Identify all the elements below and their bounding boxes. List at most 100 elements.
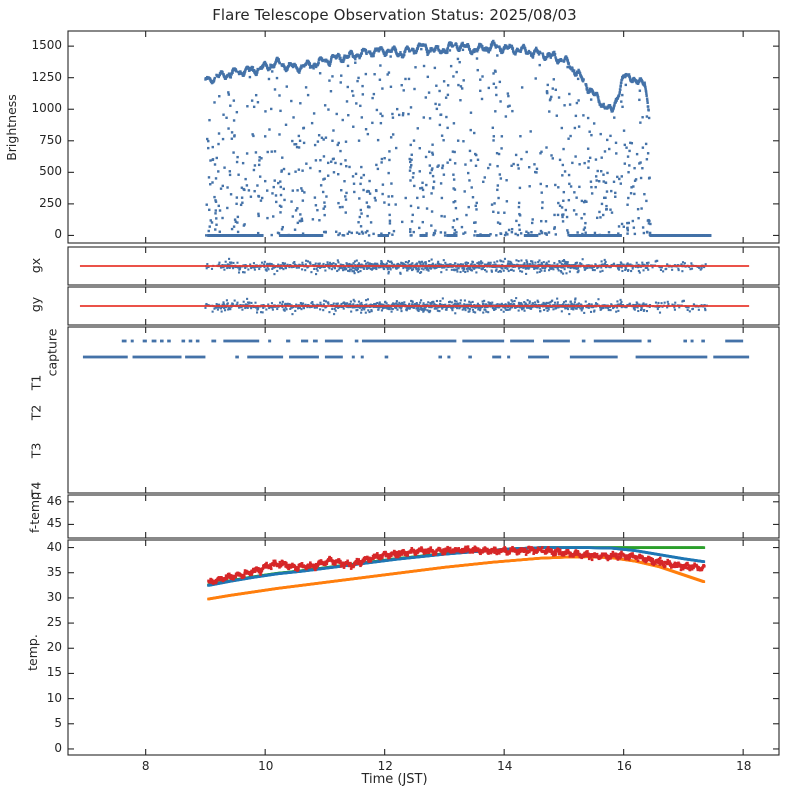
data-point — [300, 308, 303, 311]
data-point — [545, 185, 548, 188]
data-point — [344, 195, 347, 198]
data-point — [413, 87, 416, 91]
data-point — [305, 162, 308, 165]
data-point — [335, 230, 338, 233]
data-point — [407, 112, 410, 116]
data-point — [409, 267, 412, 270]
data-point — [594, 175, 598, 178]
data-point — [387, 203, 391, 206]
data-point — [512, 265, 515, 268]
data-point — [451, 44, 455, 47]
data-point — [529, 130, 532, 133]
data-point — [310, 271, 313, 274]
data-point — [415, 49, 418, 53]
data-point — [412, 139, 416, 142]
data-point — [220, 305, 223, 309]
data-point — [424, 234, 428, 237]
data-point — [233, 218, 237, 221]
data-point — [389, 55, 392, 58]
data-point — [421, 181, 424, 184]
data-point — [245, 306, 248, 309]
data-point — [397, 266, 400, 269]
data-point — [470, 269, 474, 272]
data-point — [326, 61, 330, 64]
data-point — [223, 166, 226, 169]
data-point — [487, 262, 490, 265]
data-point — [518, 214, 522, 217]
data-point — [371, 267, 374, 270]
data-point — [367, 234, 371, 237]
data-point — [333, 267, 337, 270]
data-point — [429, 171, 432, 175]
data-point — [317, 134, 321, 137]
data-point — [603, 150, 607, 153]
data-point — [243, 271, 246, 274]
data-point — [443, 234, 447, 237]
data-point — [227, 93, 231, 96]
data-point — [636, 207, 640, 211]
data-point — [463, 231, 467, 234]
data-point — [236, 301, 239, 304]
data-point — [619, 84, 622, 87]
data-point — [388, 158, 391, 162]
data-point — [453, 200, 457, 203]
data-point — [580, 217, 583, 220]
data-point — [348, 52, 352, 56]
data-point — [468, 179, 471, 182]
data-point — [538, 232, 541, 236]
data-point — [479, 89, 482, 93]
data-point — [243, 188, 246, 192]
data-point — [419, 261, 422, 264]
data-point — [332, 302, 335, 305]
data-point — [297, 168, 301, 171]
data-point — [441, 166, 444, 170]
data-point — [366, 214, 369, 218]
data-point — [494, 70, 497, 73]
data-point — [457, 83, 460, 87]
data-point — [492, 39, 495, 43]
data-point — [523, 47, 527, 50]
data-point — [273, 88, 277, 91]
data-point — [270, 150, 273, 153]
data-point — [267, 77, 271, 81]
data-point — [539, 51, 542, 55]
data-point — [541, 53, 545, 56]
data-point — [278, 133, 281, 136]
data-point — [656, 259, 659, 262]
data-point — [236, 221, 239, 224]
data-point — [221, 216, 224, 220]
data-point — [329, 57, 333, 61]
data-point — [462, 140, 465, 143]
data-point — [394, 48, 398, 52]
data-point — [425, 262, 428, 265]
data-point — [210, 221, 214, 224]
data-point — [239, 70, 242, 73]
data-point — [603, 262, 607, 265]
data-point — [540, 150, 543, 153]
data-point — [604, 266, 607, 269]
data-point — [508, 263, 511, 266]
data-point — [288, 266, 291, 269]
data-point — [243, 70, 247, 73]
data-point — [493, 202, 496, 205]
data-point — [410, 220, 414, 223]
data-point — [262, 306, 265, 310]
data-point — [249, 263, 252, 266]
data-point — [309, 262, 312, 265]
data-point — [628, 149, 631, 153]
data-point — [226, 206, 229, 210]
data-point — [230, 131, 234, 134]
data-point — [339, 149, 342, 153]
data-point — [273, 65, 276, 68]
data-point — [490, 45, 493, 48]
data-point — [527, 49, 531, 53]
data-point — [547, 231, 551, 234]
data-point — [614, 195, 617, 198]
data-point — [362, 267, 365, 270]
data-point — [521, 270, 524, 273]
data-point — [356, 263, 359, 266]
data-point — [466, 270, 469, 273]
data-point — [304, 263, 307, 266]
data-point — [629, 263, 632, 266]
